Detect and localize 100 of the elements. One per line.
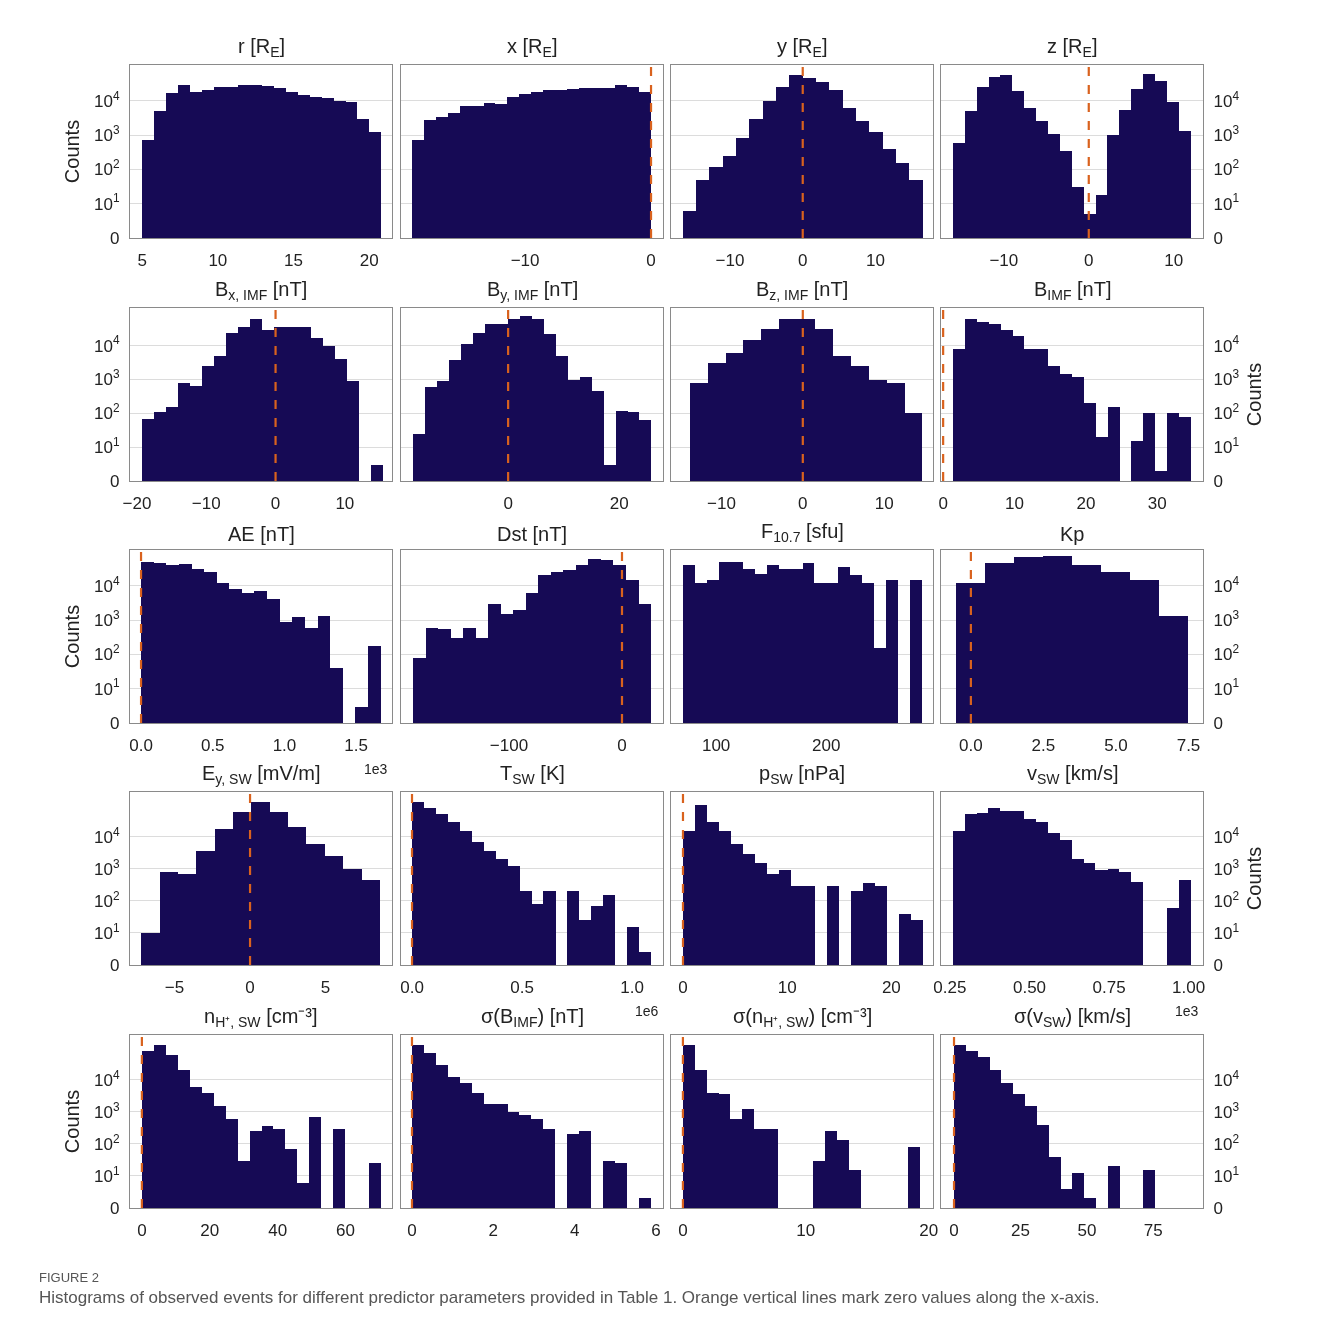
y-tick-label: 0 bbox=[110, 713, 120, 733]
x-tick-label: 0 bbox=[798, 493, 808, 513]
y-axis-title: Counts bbox=[61, 604, 84, 669]
y2-tick-label: 10$^{4}$ bbox=[1213, 824, 1240, 847]
x-tick-label: 0 bbox=[949, 1220, 959, 1240]
y2-tick-label: 10$^{4}$ bbox=[1213, 333, 1240, 356]
y2-axis-title: Counts bbox=[1242, 362, 1265, 427]
x-tick-label: −10 bbox=[715, 250, 745, 270]
y2-tick-label: 10$^{1}$ bbox=[1213, 920, 1240, 943]
y2-tick-label: 10$^{1}$ bbox=[1213, 676, 1240, 699]
y2-tick-label: 10$^{2}$ bbox=[1213, 157, 1240, 180]
y-tick-label: 10$^{2}$ bbox=[93, 888, 120, 911]
y-tick-label: 10$^{3}$ bbox=[93, 856, 120, 879]
y2-axis-title: Counts bbox=[1242, 846, 1265, 911]
x-tick-label: 0 bbox=[617, 735, 627, 755]
y-axis-title: Counts bbox=[61, 1089, 84, 1154]
y2-tick-label: 10$^{3}$ bbox=[1213, 607, 1240, 630]
x-tick-label: 30 bbox=[1147, 493, 1167, 513]
chart-title: AE [nT] bbox=[228, 523, 295, 545]
text: 1e3 bbox=[364, 761, 388, 777]
chart-title: E$_{y, SW}$ [mV/m] bbox=[202, 762, 321, 788]
x-tick-label: 0 bbox=[503, 493, 513, 513]
y2-tick-label: 0 bbox=[1213, 471, 1223, 491]
x-tick-label: 200 bbox=[812, 735, 841, 755]
y2-tick-label: 10$^{3}$ bbox=[1213, 122, 1240, 145]
y-tick-label: 10$^{1}$ bbox=[93, 676, 120, 699]
x-tick-label: 20 bbox=[919, 1220, 939, 1240]
x-tick-label: 5 bbox=[320, 977, 331, 997]
x-tick-label: 7.5 bbox=[1176, 735, 1201, 755]
y-tick-label: 0 bbox=[110, 955, 120, 975]
x-tick-label: 10 bbox=[796, 1220, 816, 1240]
y-tick-label: 10$^{2}$ bbox=[93, 1131, 120, 1154]
chart-title: Dst [nT] bbox=[497, 523, 568, 545]
y2-tick-label: 0 bbox=[1213, 228, 1223, 248]
y-axis-title: Counts bbox=[61, 119, 84, 184]
x-tick-label: −20 bbox=[122, 493, 152, 513]
y-tick-label: 10$^{1}$ bbox=[93, 1163, 120, 1186]
y2-tick-label: 0 bbox=[1213, 713, 1223, 733]
x-tick-label: 1.0 bbox=[272, 735, 297, 755]
y2-tick-label: 0 bbox=[1213, 955, 1223, 975]
text: 1e3 bbox=[1175, 1003, 1199, 1019]
x-tick-label: 25 bbox=[1010, 1220, 1030, 1240]
chart-title: B$_{IMF}$ [nT] bbox=[1034, 278, 1112, 304]
y-tick-label: 10$^{4}$ bbox=[93, 333, 120, 356]
x-tick-label: 10 bbox=[866, 250, 885, 270]
x-tick-label: −10 bbox=[989, 250, 1019, 270]
x-tick-label: 10 bbox=[1164, 250, 1184, 270]
y2-tick-label: 10$^{2}$ bbox=[1213, 888, 1240, 911]
y-tick-label: 10$^{1}$ bbox=[93, 434, 120, 458]
x-tick-label: 0.5 bbox=[510, 977, 534, 997]
y2-tick-label: 10$^{3}$ bbox=[1213, 856, 1240, 879]
x-tick-label: 50 bbox=[1077, 1220, 1097, 1240]
chart-title: p$_{SW}$ [nPa] bbox=[759, 762, 845, 788]
chart-title: n$_{H⁺, SW}$ [cm⁻³] bbox=[204, 1005, 318, 1031]
y-tick-label: 10$^{3}$ bbox=[93, 122, 120, 145]
x-tick-label: 0.0 bbox=[129, 735, 153, 755]
chart-title: x [R$_{E}$] bbox=[507, 35, 558, 61]
chart-title: B$_{x, IMF}$ [nT] bbox=[215, 278, 308, 304]
y-tick-label: 10$^{2}$ bbox=[93, 157, 120, 180]
x-tick-label: 10 bbox=[1005, 493, 1024, 513]
x-tick-label: 15 bbox=[284, 250, 304, 270]
x-tick-label: 100 bbox=[701, 735, 731, 755]
x-tick-label: 10 bbox=[335, 493, 355, 513]
x-tick-label: 0 bbox=[407, 1220, 417, 1240]
chart-title: y [R$_{E}$] bbox=[777, 35, 828, 61]
x-tick-label: 1.0 bbox=[620, 977, 644, 997]
x-tick-label: 0 bbox=[938, 493, 948, 513]
x-tick-label: 20 bbox=[881, 977, 901, 997]
x-tick-label: 0.5 bbox=[200, 735, 225, 755]
x-tick-label: 0 bbox=[1084, 250, 1094, 270]
y2-tick-label: 10$^{4}$ bbox=[1213, 573, 1240, 596]
chart-title: v$_{SW}$ [km/s] bbox=[1027, 762, 1119, 788]
y-tick-label: 10$^{2}$ bbox=[93, 401, 120, 424]
y-tick-label: 10$^{3}$ bbox=[93, 367, 120, 390]
x-tick-label: −100 bbox=[489, 735, 529, 755]
x-tick-label: −10 bbox=[707, 493, 736, 513]
x-tick-label: 2.5 bbox=[1031, 735, 1056, 755]
y-tick-label: 10$^{4}$ bbox=[93, 88, 120, 111]
x-tick-label: 20 bbox=[1076, 493, 1096, 513]
x-tick-label: 0 bbox=[678, 977, 688, 997]
x-tick-label: 1.00 bbox=[1172, 977, 1206, 997]
x-tick-label: 5 bbox=[137, 250, 147, 270]
y-tick-label: 10$^{3}$ bbox=[93, 1099, 120, 1122]
x-tick-label: 10 bbox=[874, 493, 894, 513]
chart-title: Kp bbox=[1060, 523, 1085, 545]
x-tick-label: 20 bbox=[359, 250, 379, 270]
x-tick-label: 0.25 bbox=[933, 977, 967, 997]
y-tick-label: 10$^{1}$ bbox=[93, 191, 120, 214]
x-tick-label: 60 bbox=[336, 1220, 355, 1240]
x-tick-label: 0 bbox=[270, 493, 281, 513]
x-tick-label: 0 bbox=[137, 1220, 147, 1240]
chart-title: B$_{y, IMF}$ [nT] bbox=[487, 278, 579, 304]
y-tick-label: 10$^{2}$ bbox=[93, 642, 120, 665]
x-tick-label: 2 bbox=[488, 1220, 499, 1240]
y-tick-label: 10$^{4}$ bbox=[93, 573, 120, 596]
chart-title: B$_{z, IMF}$ [nT] bbox=[756, 278, 849, 304]
x-tick-label: −5 bbox=[164, 977, 185, 997]
y2-tick-label: 10$^{4}$ bbox=[1213, 1067, 1240, 1090]
x-tick-label: 0.75 bbox=[1092, 977, 1126, 997]
chart-title: r [R$_{E}$] bbox=[238, 35, 286, 61]
